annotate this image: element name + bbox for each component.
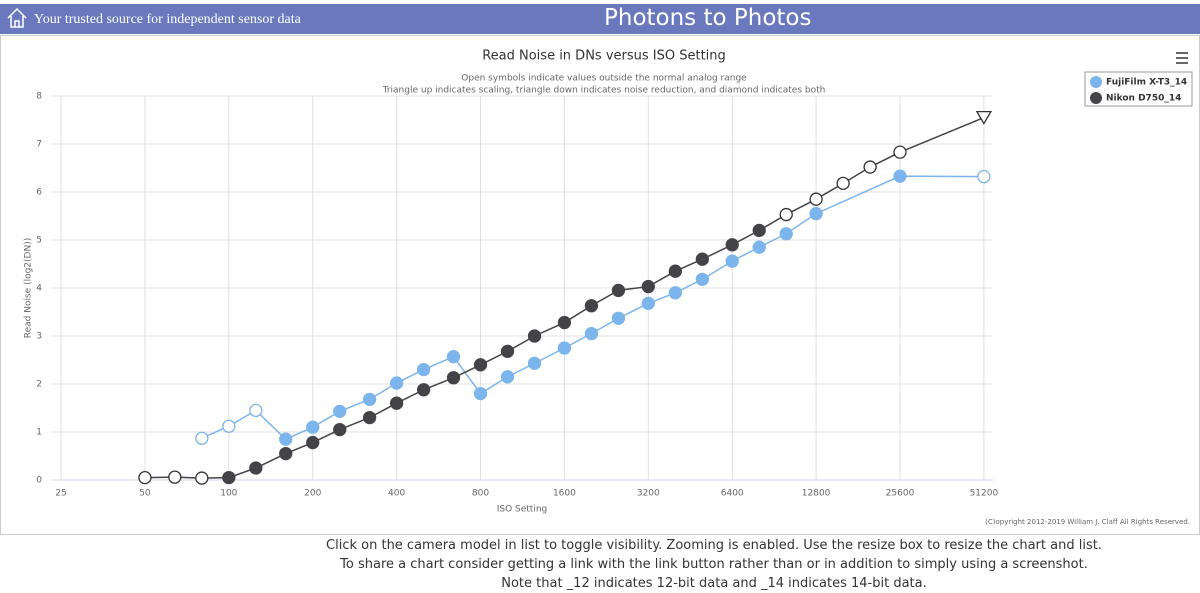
y-tick-label: 6 [36,188,42,198]
marker [279,446,293,461]
y-tick-label: 7 [36,140,42,150]
chart-frame [0,35,1200,535]
marker [584,326,599,341]
marker [195,431,209,445]
legend-symbol[interactable] [1090,76,1102,88]
marker [500,370,515,384]
marker [668,264,682,278]
legend-label[interactable]: Nikon D750_14 [1106,94,1181,104]
marker [611,283,626,298]
x-tick-label: 50 [139,489,151,499]
x-tick-label: 800 [472,489,489,499]
subtitle: Triangle up indicates scaling, triangle … [382,86,826,96]
chart-title: Read Noise in DNs versus ISO Setting [482,49,726,64]
marker [893,145,907,159]
marker [695,252,709,266]
x-axis-title: ISO Setting [497,505,548,515]
x-tick-label: 51200 [970,489,999,499]
marker [557,341,572,355]
legend-label[interactable]: FujiFilm X-T3_14 [1106,78,1187,88]
marker [557,315,572,330]
marker [333,422,347,437]
marker [779,227,793,241]
marker [168,470,182,484]
marker [362,410,377,425]
legend-symbol[interactable] [1090,92,1102,104]
tagline: Your trusted source for independent sens… [34,12,301,27]
marker [975,110,993,125]
copyright: (C)opyright 2012-2019 William J. Claff A… [985,518,1190,526]
marker [195,471,209,485]
x-tick-label: 1600 [553,489,576,499]
marker [779,207,793,222]
marker [725,254,739,268]
subtitle: Open symbols indicate values outside the… [461,74,747,84]
marker [836,176,850,191]
marker [416,383,431,397]
marker [695,272,709,287]
y-tick-label: 2 [36,380,42,390]
y-tick-label: 3 [36,332,42,342]
note: To share a chart consider getting a link… [340,557,1088,572]
marker [893,169,907,183]
marker [500,344,515,359]
marker [611,311,626,325]
marker [752,240,766,254]
marker [809,192,823,206]
marker [446,349,461,364]
site-title: Photons to Photos [604,5,812,31]
y-tick-label: 1 [36,428,42,438]
marker [863,160,877,174]
marker [362,392,377,407]
y-tick-label: 0 [36,476,42,486]
legend [1084,71,1193,107]
y-axis-title: Read Noise (log2(DN)) [24,238,34,338]
x-tick-label: 3200 [637,489,660,499]
y-tick-label: 4 [36,284,42,294]
marker [306,420,320,434]
marker [333,404,347,419]
marker [138,470,152,485]
marker [473,358,488,372]
marker [446,371,461,385]
note: Click on the camera model in list to tog… [326,538,1102,553]
marker [809,206,823,221]
x-tick-label: 6400 [721,489,744,499]
marker [725,238,739,252]
marker [249,461,263,475]
x-tick-label: 12800 [802,489,831,499]
marker [752,223,766,238]
marker [668,286,682,300]
marker [222,470,236,485]
marker [389,376,404,390]
marker [641,279,655,294]
marker [249,403,263,418]
marker [416,362,431,377]
marker [527,356,542,371]
note: Note that _12 indicates 12-bit data and … [501,576,927,591]
x-tick-label: 25 [55,489,66,499]
marker [641,296,655,311]
notes: Click on the camera model in list to tog… [0,536,1200,593]
x-tick-label: 100 [220,489,237,499]
x-tick-label: 400 [388,489,405,499]
marker [527,329,542,343]
home-icon[interactable] [6,7,28,29]
marker [977,169,991,184]
x-tick-label: 25600 [886,489,915,499]
marker [279,432,293,446]
marker [222,419,236,433]
y-tick-label: 5 [36,236,42,246]
y-tick-label: 8 [36,92,42,102]
x-tick-label: 200 [304,489,321,499]
marker [389,396,404,410]
menu-icon[interactable] [1176,52,1188,64]
marker [473,386,488,401]
marker [584,299,599,313]
chart: Read Noise in DNs versus ISO Setting Ope… [0,35,1200,535]
header: Your trusted source for independent sens… [0,4,1200,34]
marker [306,435,320,450]
